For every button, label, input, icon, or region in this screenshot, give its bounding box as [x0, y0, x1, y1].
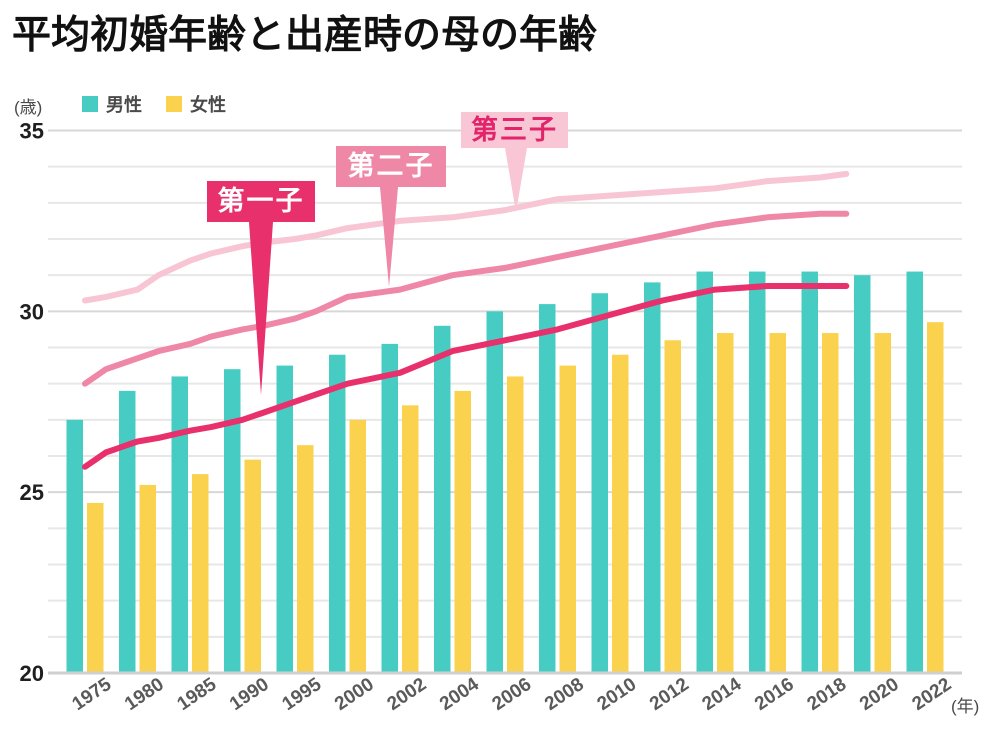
legend-label-female: 女性 — [190, 95, 226, 115]
bar-male-2006 — [486, 311, 503, 672]
female-swatch-icon — [166, 96, 182, 112]
legend-label-male: 男性 — [106, 95, 142, 115]
x-tick-2016: 2016 — [751, 674, 798, 715]
bar-female-2022 — [927, 322, 944, 672]
annotation-second-child-pointer-icon — [380, 187, 398, 287]
bar-female-2018 — [822, 333, 839, 672]
annotation-second-child: 第二子 — [336, 146, 446, 287]
x-tick-1985: 1985 — [174, 674, 221, 715]
male-swatch-icon — [82, 96, 98, 112]
bar-female-1980 — [139, 484, 156, 672]
legend-item-male: 男性 — [82, 91, 142, 117]
x-tick-1980: 1980 — [121, 674, 168, 715]
x-tick-2008: 2008 — [541, 674, 588, 715]
bar-male-1985 — [171, 376, 188, 672]
x-tick-2000: 2000 — [331, 674, 378, 715]
bar-male-1980 — [119, 390, 136, 672]
bar-female-1975 — [87, 503, 104, 672]
bar-male-2008 — [539, 304, 556, 672]
x-tick-2010: 2010 — [594, 674, 641, 715]
bar-male-2018 — [801, 271, 818, 672]
annotation-third-child-pointer-icon — [505, 148, 527, 212]
x-tick-2002: 2002 — [384, 674, 431, 715]
legend: 男性 女性 — [82, 91, 226, 117]
y-tick-30: 30 — [20, 299, 44, 324]
x-tick-2022: 2022 — [909, 674, 956, 715]
annotation-second-child-label: 第二子 — [347, 151, 435, 181]
bar-female-1995 — [297, 445, 314, 672]
y-tick-20: 20 — [20, 661, 44, 686]
bar-female-2014 — [717, 333, 734, 672]
bar-male-2016 — [749, 271, 766, 672]
bar-female-2016 — [769, 333, 786, 672]
chart-title: 平均初婚年齢と出産時の母の年齢 — [12, 14, 598, 57]
annotation-first-child-pointer-icon — [249, 222, 273, 395]
annotation-first-child-label: 第一子 — [217, 186, 305, 216]
x-axis-unit-label: (年) — [951, 697, 979, 716]
annotation-third-child: 第三子 — [461, 112, 568, 212]
x-tick-2006: 2006 — [489, 674, 536, 715]
x-tick-2004: 2004 — [436, 674, 483, 715]
bar-male-1975 — [66, 419, 83, 672]
bar-female-2002 — [402, 405, 419, 672]
annotation-third-child-label: 第三子 — [471, 115, 558, 145]
bar-male-2020 — [854, 275, 871, 672]
x-tick-2020: 2020 — [856, 674, 903, 715]
y-tick-25: 25 — [20, 480, 44, 505]
x-tick-2014: 2014 — [699, 674, 746, 715]
x-tick-2018: 2018 — [804, 674, 851, 715]
bar-male-1995 — [276, 365, 293, 672]
bar-male-2014 — [696, 271, 713, 672]
bar-male-2000 — [329, 354, 346, 672]
line-third-child — [82, 170, 850, 304]
bar-male-2022 — [906, 271, 923, 672]
bar-male-2012 — [644, 282, 661, 672]
x-tick-1990: 1990 — [226, 674, 273, 715]
bar-female-2008 — [559, 365, 576, 672]
line-second-child — [82, 210, 850, 387]
bar-female-2006 — [507, 376, 524, 672]
x-tick-1975: 1975 — [69, 674, 116, 715]
annotation-first-child: 第一子 — [207, 181, 315, 395]
bar-female-1985 — [192, 474, 209, 672]
bar-female-2000 — [349, 419, 366, 672]
line-first-child — [82, 283, 850, 470]
legend-item-female: 女性 — [166, 91, 226, 117]
bar-female-2010 — [612, 354, 629, 672]
x-tick-2012: 2012 — [646, 674, 693, 715]
bar-female-2004 — [454, 390, 471, 672]
bar-male-2002 — [381, 343, 398, 672]
x-tick-1995: 1995 — [279, 674, 326, 715]
bar-male-2010 — [591, 293, 608, 672]
bar-male-1990 — [224, 369, 241, 672]
bar-female-2020 — [874, 333, 891, 672]
y-tick-35: 35 — [20, 118, 44, 143]
y-axis-unit-label: (歳) — [14, 98, 43, 117]
bar-female-1990 — [244, 459, 261, 672]
bar-female-2012 — [664, 340, 681, 672]
bar-male-2004 — [434, 325, 451, 672]
